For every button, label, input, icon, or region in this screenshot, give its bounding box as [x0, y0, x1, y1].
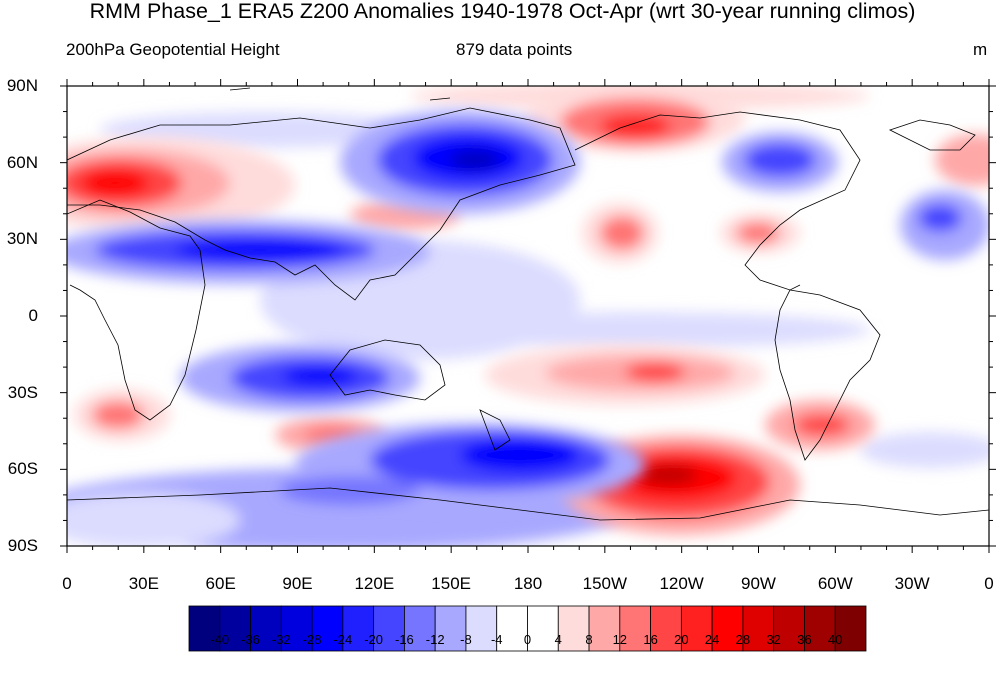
- left-string: 200hPa Geopotential Height: [66, 40, 280, 59]
- lat-label: 30N: [6, 229, 38, 249]
- colorbar-label: -4: [490, 632, 503, 647]
- colorbar-box: [311, 605, 344, 652]
- coastlines: [67, 87, 989, 521]
- lat-label: 0: [28, 306, 38, 325]
- lon-label: 120W: [659, 574, 704, 593]
- lon-label: 0: [984, 574, 994, 593]
- colorbar-box: [619, 605, 651, 652]
- colorbar-label: -40: [210, 632, 230, 647]
- lon-label: 60E: [205, 574, 236, 593]
- lat-label: 30S: [7, 382, 38, 402]
- colorbar-label: -28: [302, 632, 322, 647]
- colorbar-label: 8: [585, 632, 593, 647]
- colorbar-box: [404, 605, 436, 652]
- colorbar-box: [711, 605, 744, 652]
- lon-label: 180: [513, 574, 543, 593]
- colorbar-label: -32: [271, 632, 291, 647]
- lat-label: 90S: [7, 536, 38, 555]
- anomaly-field: [67, 86, 989, 546]
- lon-label: 120E: [354, 574, 395, 593]
- colorbar-box: [188, 605, 221, 652]
- lon-label: 90W: [741, 574, 776, 593]
- colorbar-box: [588, 605, 621, 652]
- colorbar-box: [773, 605, 805, 652]
- colorbar-box: [465, 605, 498, 652]
- lon-label: 150W: [582, 574, 628, 593]
- center-string: 879 data points: [456, 40, 573, 59]
- colorbar-box: [527, 605, 559, 652]
- colorbar-label: -8: [460, 632, 472, 647]
- lon-label: 0: [62, 574, 72, 593]
- colorbar-label: 36: [797, 632, 812, 647]
- colorbar-box: [680, 605, 713, 652]
- colorbar-label: 24: [704, 632, 720, 647]
- lon-label: 30E: [128, 574, 159, 593]
- colorbar-label: 4: [554, 632, 562, 647]
- plot-title: RMM Phase_1 ERA5 Z200 Anomalies 1940-197…: [89, 0, 916, 23]
- lon-label: 60W: [817, 574, 853, 593]
- colorbar: [188, 605, 867, 652]
- colorbar-label: -12: [425, 632, 445, 647]
- colorbar-label: -24: [333, 632, 353, 647]
- lon-label: 30W: [894, 574, 930, 593]
- colorbar-label: 32: [766, 632, 781, 647]
- lat-label: 60N: [6, 152, 38, 172]
- colorbar-label: 28: [735, 632, 751, 647]
- colorbar-label: -36: [241, 632, 260, 647]
- colorbar-label: -20: [364, 632, 384, 647]
- lat-label: 90N: [6, 76, 38, 95]
- colorbar-label: 16: [643, 632, 658, 647]
- colorbar-box: [280, 605, 313, 652]
- colorbar-box: [496, 605, 528, 652]
- colorbar-box: [373, 605, 405, 652]
- colorbar-label: 20: [674, 632, 689, 647]
- lat-label: 60S: [7, 459, 38, 479]
- colorbar-label: 12: [612, 632, 628, 647]
- colorbar-label: 0: [523, 632, 532, 647]
- colorbar-box: [342, 605, 375, 652]
- colorbar-box: [834, 605, 867, 652]
- units-string: m: [973, 40, 988, 59]
- lon-label: 90E: [282, 574, 313, 593]
- colorbar-box: [650, 605, 682, 652]
- axis-ticks: [60, 79, 996, 553]
- colorbar-label: 40: [827, 632, 843, 647]
- negative-anomalies: [67, 110, 989, 507]
- colorbar-label: -16: [395, 632, 414, 647]
- colorbar-box: [250, 605, 282, 652]
- lon-label: 150E: [431, 574, 471, 593]
